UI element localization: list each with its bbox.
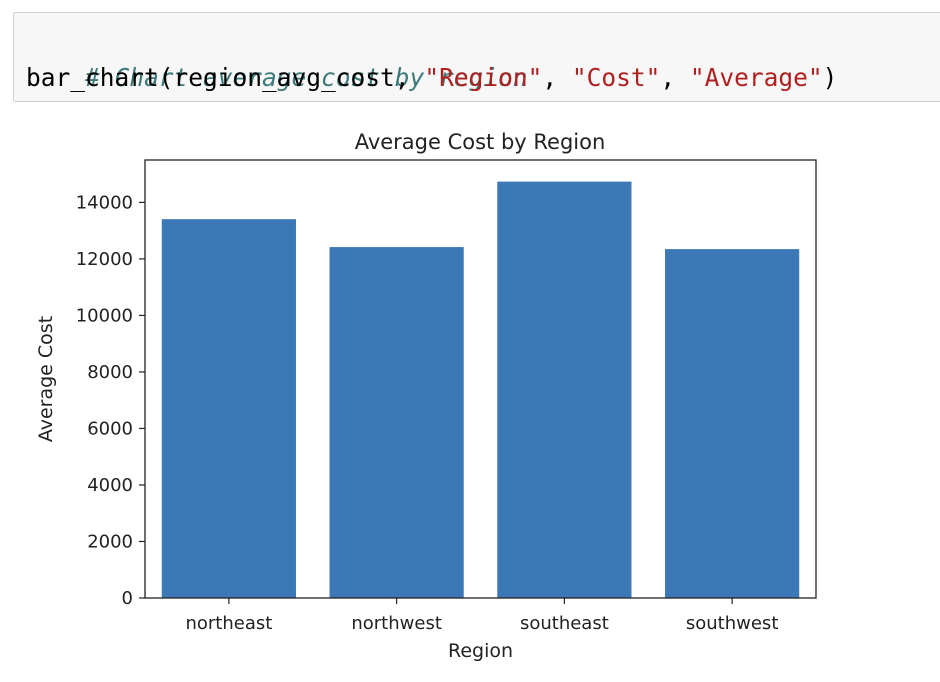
code-open-paren: ( [158, 63, 174, 92]
code-close-paren: ) [822, 63, 838, 92]
x-tick-label: northeast [185, 613, 272, 634]
code-comment-line: # Chart average cost by region [26, 27, 940, 92]
x-tick-label: northwest [351, 613, 442, 634]
code-function-name: bar_chart [26, 63, 159, 92]
y-axis-label: Average Cost [35, 316, 57, 442]
code-call-line: bar_chart(region_avg_cost, "Region", "Co… [26, 61, 940, 95]
chart-title: Average Cost by Region [355, 130, 606, 154]
bar-southwest [665, 249, 800, 599]
x-tick-label: southeast [520, 613, 609, 634]
y-tick-label: 10000 [76, 305, 133, 326]
y-tick-label: 2000 [87, 531, 133, 552]
code-cell[interactable]: # Chart average cost by region bar_chart… [13, 12, 940, 102]
code-arg-data: region_avg_cost [173, 63, 395, 92]
bar-northwest [329, 247, 464, 598]
bars-layer [161, 181, 800, 599]
y-tick-label: 8000 [87, 362, 133, 383]
code-separator: , [660, 63, 690, 92]
code-separator: , [394, 63, 425, 92]
y-tick-label: 6000 [87, 418, 133, 439]
code-arg-cost: "Cost" [571, 63, 661, 92]
y-tick-label: 14000 [76, 192, 133, 213]
y-axis-ticks: 0 2000 4000 6000 8000 10000 12000 14000 [76, 192, 145, 609]
y-tick-label: 12000 [76, 249, 133, 270]
x-axis-label: Region [448, 640, 513, 662]
bar-northeast [161, 219, 296, 598]
y-tick-label: 4000 [87, 475, 133, 496]
x-tick-label: southwest [686, 613, 779, 634]
y-tick-label: 0 [122, 588, 133, 609]
cell-output: Average Cost by Region 0 2000 4000 6000 8000… [0, 118, 940, 678]
plot-frame [144, 159, 817, 599]
bar-southeast [497, 181, 632, 598]
code-arg-region: "Region" [424, 63, 543, 92]
code-separator: , [542, 63, 572, 92]
bar-chart: Average Cost by Region 0 2000 4000 6000 8000… [35, 130, 817, 662]
x-axis-ticks: northeast northwest southeast southwest [185, 598, 778, 634]
code-arg-average: "Average" [689, 63, 823, 92]
code-comment: # Chart average cost by region [85, 63, 528, 92]
